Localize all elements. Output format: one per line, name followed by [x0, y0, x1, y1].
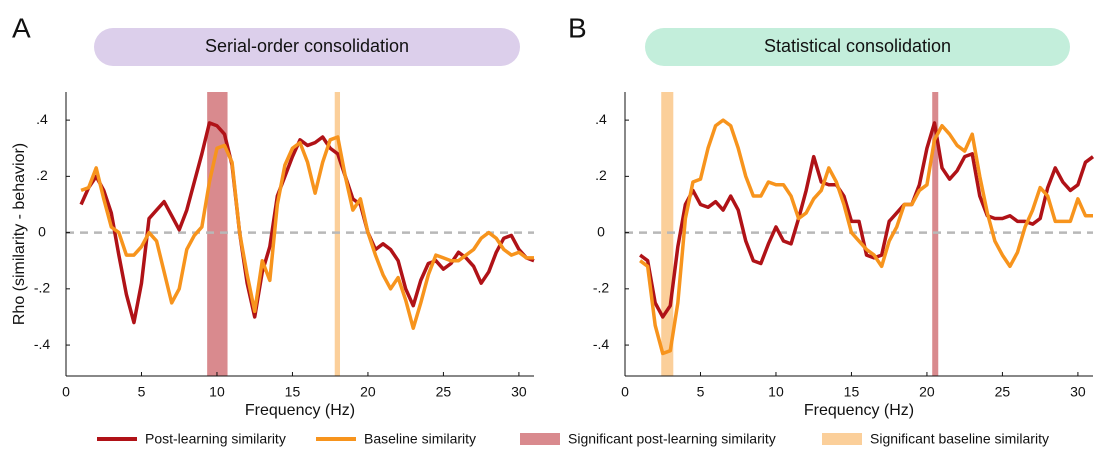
x-tick-label: 10: [209, 384, 225, 400]
x-tick-label: 30: [1070, 384, 1086, 400]
series-line: [639, 118, 1093, 356]
y-tick-label: -.2: [593, 280, 610, 296]
panel-label: A: [12, 12, 31, 43]
x-tick-label: 20: [360, 384, 376, 400]
title-background: [94, 28, 520, 66]
x-tick-label: 20: [919, 384, 935, 400]
x-tick-label: 5: [697, 384, 705, 400]
y-axis-label: Rho (similarity - behavior): [11, 143, 28, 325]
y-tick-label: 0: [38, 223, 46, 239]
x-axis-label: Frequency (Hz): [804, 402, 914, 419]
chart-title: Serial-order consolidation: [205, 36, 409, 56]
x-tick-label: 30: [511, 384, 527, 400]
y-tick-label: 0: [597, 223, 605, 239]
title-background: [645, 28, 1070, 66]
x-tick-label: 5: [138, 384, 146, 400]
x-tick-label: 10: [768, 384, 784, 400]
x-axis-label: Frequency (Hz): [245, 402, 355, 419]
y-tick-label: -.4: [34, 336, 51, 352]
y-tick-label: .4: [595, 111, 607, 127]
y-tick-label: -.4: [593, 336, 610, 352]
legend-swatch: [822, 433, 862, 445]
y-tick-label: .4: [36, 111, 48, 127]
x-tick-label: 0: [62, 384, 70, 400]
y-tick-label: .2: [595, 167, 607, 183]
significance-band: [334, 92, 341, 376]
x-tick-label: 25: [436, 384, 452, 400]
legend-label: Significant post-learning similarity: [568, 431, 776, 447]
x-tick-label: 25: [995, 384, 1011, 400]
legend-label: Post-learning similarity: [145, 431, 286, 447]
significance-band: [932, 92, 939, 376]
y-tick-label: .2: [36, 167, 48, 183]
legend-swatch: [520, 433, 560, 445]
x-tick-label: 15: [285, 384, 301, 400]
panel-label: B: [568, 12, 587, 43]
x-tick-label: 0: [621, 384, 629, 400]
series-line: [639, 121, 1095, 319]
series-line: [80, 135, 534, 330]
y-tick-label: -.2: [34, 280, 51, 296]
series-line: [79, 121, 535, 325]
chart-title: Statistical consolidation: [764, 36, 951, 56]
legend-label: Significant baseline similarity: [870, 431, 1049, 447]
x-tick-label: 15: [844, 384, 860, 400]
legend-label: Baseline similarity: [364, 431, 476, 447]
